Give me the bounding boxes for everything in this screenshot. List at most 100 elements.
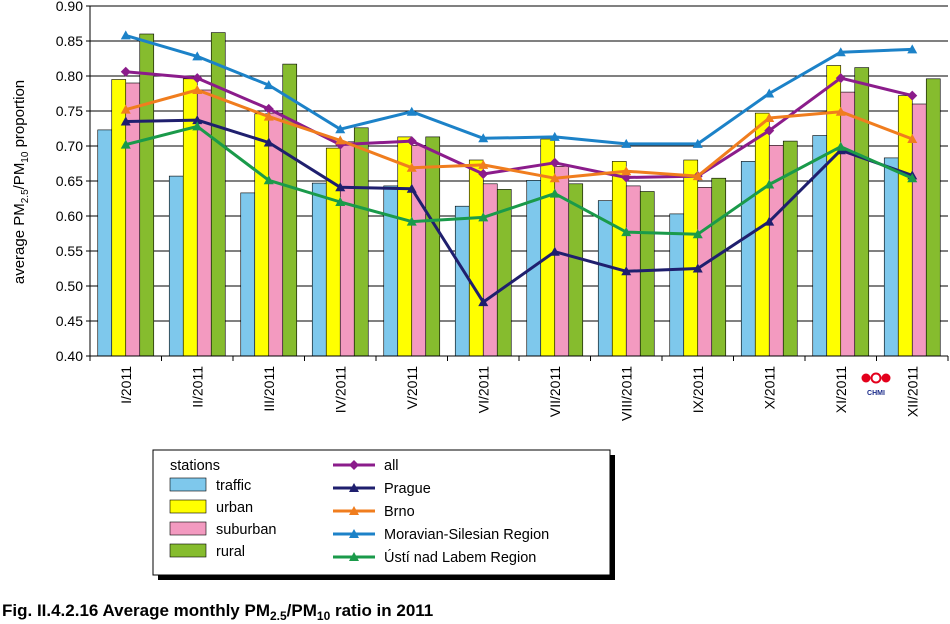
bar-rural [210,32,226,357]
x-tick-label: VIII/2011 [618,366,634,421]
legend-marker-st-nad-labem-region [349,552,359,561]
legend-label-brno: Brno [384,504,415,520]
line-brno [125,88,913,180]
x-tick-label: V/2011 [404,366,420,410]
legend-marker-moravian-silesian-region [349,529,359,538]
point-brno [192,85,203,94]
point-prague [764,216,775,226]
point-moravian-silesian-region [907,44,918,54]
point-all [263,103,274,114]
legend-title: stations [170,458,220,474]
y-tick-label: 0.80 [56,68,83,84]
point-prague [692,263,703,273]
point-all [192,73,203,84]
point-prague [406,183,417,193]
y-tick-label: 0.65 [56,173,83,189]
point-brno [263,111,274,121]
legend-label-st-nad-labem-region: Ústí nad Labem Region [384,549,536,566]
point-moravian-silesian-region [692,138,703,148]
legend-swatch-rural [169,543,207,558]
bar-urban [611,161,627,357]
bar-urban [754,112,770,357]
legend-label-moravian-silesian-region: Moravian-Silesian Region [384,527,549,543]
point-prague [120,116,131,126]
point-st-nad-labem-region [764,179,775,189]
point-moravian-silesian-region [835,47,846,57]
legend-label-urban: urban [216,500,253,516]
bar-traffic [740,161,756,357]
legend-label-traffic: traffic [216,478,251,494]
bar-suburban [339,141,355,357]
point-moravian-silesian-region [764,88,775,98]
point-all [120,66,131,77]
point-all [764,125,775,136]
x-tick-label: VII/2011 [547,366,563,417]
y-tick-label: 0.75 [56,103,83,119]
y-tick-label: 0.85 [56,33,83,49]
legend-label-rural: rural [216,544,245,560]
bar-traffic [240,192,256,357]
bar-rural [353,127,369,357]
point-st-nad-labem-region [263,175,274,185]
x-tick-label: II/2011 [189,366,205,408]
point-brno [835,106,846,116]
point-brno [692,171,703,181]
point-moravian-silesian-region [192,51,203,61]
y-tick-label: 0.55 [56,243,83,259]
y-axis-title: average PM2.5/PM10 proportion [11,80,31,284]
bar-traffic [311,182,327,357]
point-prague [335,182,346,192]
bar-urban [468,159,484,357]
bar-rural [925,78,941,357]
point-moravian-silesian-region [621,138,632,148]
point-st-nad-labem-region [835,141,846,151]
point-moravian-silesian-region [263,80,274,90]
bar-rural [282,63,298,357]
bar-rural [425,136,441,357]
point-brno [335,135,346,145]
point-all [835,73,846,84]
legend: stations traffic urban suburban rural all P… [152,449,615,580]
x-tick-label: XI/2011 [833,366,849,413]
point-st-nad-labem-region [549,188,560,198]
bar-suburban [840,91,856,357]
y-tick-label: 0.70 [56,138,83,154]
legend-swatch-traffic [169,477,207,492]
logo-circle-left [861,373,871,383]
point-brno [478,159,489,169]
bar-traffic [812,135,828,357]
point-moravian-silesian-region [120,30,131,40]
point-brno [406,162,417,172]
x-tick-label: IV/2011 [332,366,348,413]
point-st-nad-labem-region [692,229,703,239]
point-all [549,157,560,168]
point-st-nad-labem-region [406,216,417,226]
bar-urban [683,159,699,357]
point-moravian-silesian-region [406,106,417,116]
legend-marker-all [349,460,359,470]
bar-urban [540,138,556,357]
figure-caption: Fig. II.4.2.16 Average monthly PM2.5/PM1… [2,601,433,623]
y-tick-label: 0.50 [56,278,83,294]
line-prague [125,118,913,304]
legend-marker-prague [349,483,359,492]
point-brno [549,173,560,183]
point-st-nad-labem-region [478,212,489,222]
point-prague [192,115,203,125]
point-prague [549,246,560,256]
legend-label-prague: Prague [384,481,431,497]
x-tick-label: I/2011 [118,366,134,404]
bar-rural [854,67,870,357]
legend-swatch-suburban [169,521,207,536]
point-st-nad-labem-region [907,173,918,183]
bar-traffic [883,157,899,357]
x-tick-label: IX/2011 [690,366,706,413]
bar-traffic [454,205,470,357]
point-brno [907,134,918,143]
bar-traffic [97,129,113,357]
chmi-logo: CHMI [861,372,891,397]
bar-rural [639,191,655,357]
series-lines [120,30,918,307]
legend-box [152,449,611,576]
